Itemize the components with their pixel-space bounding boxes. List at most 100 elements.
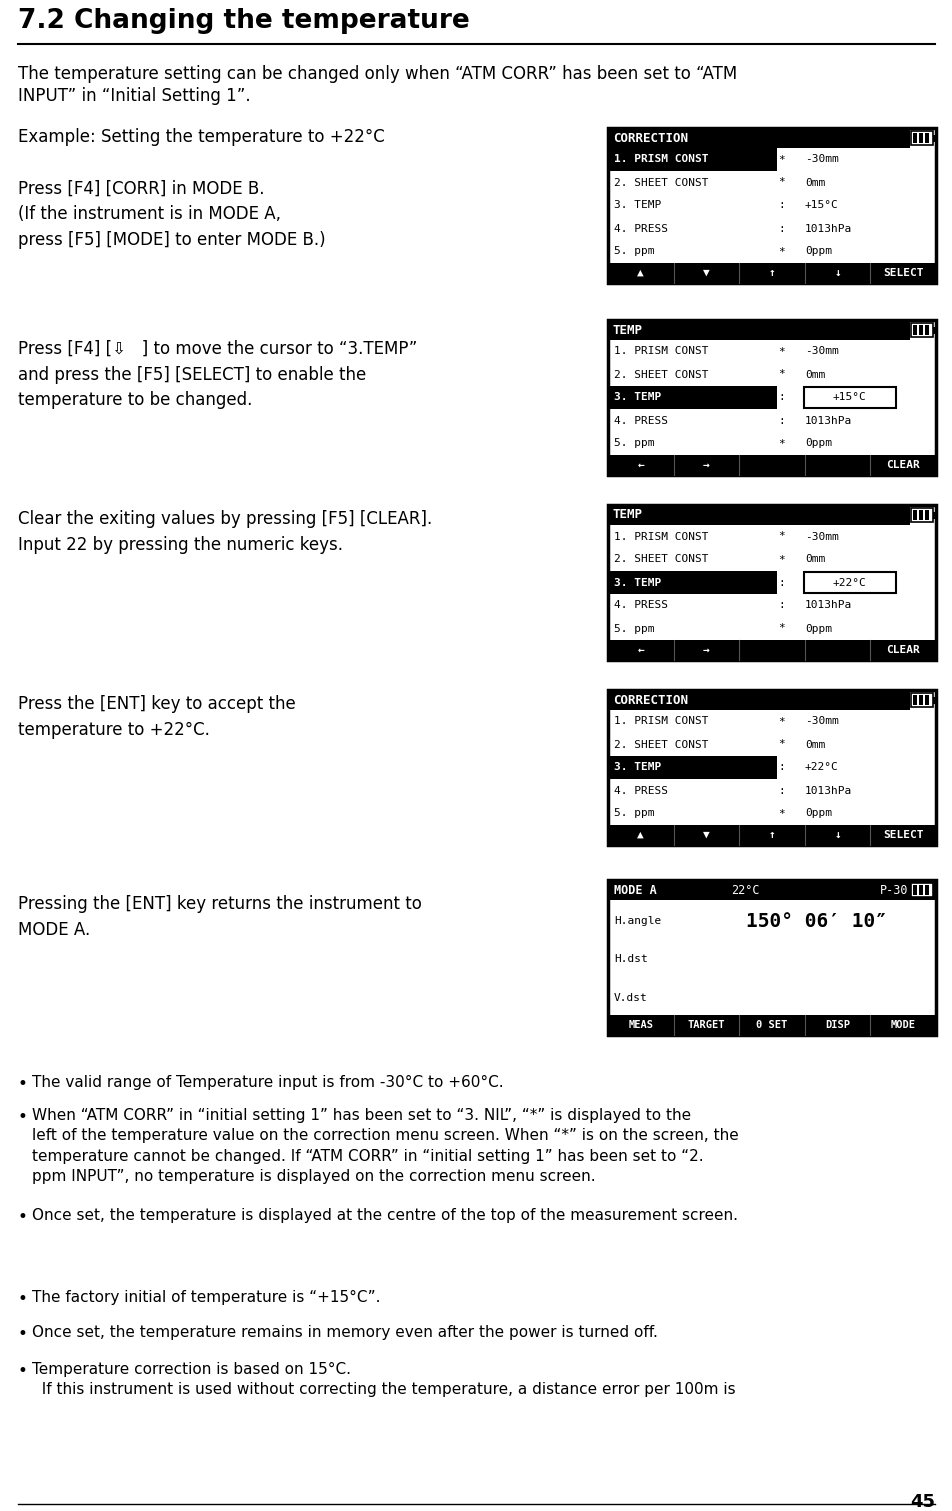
Bar (910, 131, 932, 145)
Bar (608, 148, 776, 171)
Bar (607, 455, 935, 474)
Text: :: : (778, 600, 784, 610)
Text: 0mm: 0mm (803, 555, 824, 565)
Text: 2. SHEET CONST: 2. SHEET CONST (613, 370, 707, 379)
Text: ←: ← (637, 459, 644, 470)
Text: 0ppm: 0ppm (803, 246, 831, 257)
Text: Example: Setting the temperature to +22°C

Press [F4] [CORR] in MODE B.
(If the : Example: Setting the temperature to +22°… (18, 128, 385, 249)
Bar (932, 887, 935, 893)
Text: 1. PRISM CONST: 1. PRISM CONST (613, 154, 707, 165)
Text: •: • (18, 1108, 28, 1126)
Text: 0ppm: 0ppm (803, 808, 831, 819)
Text: Temperature correction is based on 15°C.
  If this instrument is used without co: Temperature correction is based on 15°C.… (32, 1361, 735, 1398)
Bar (932, 134, 935, 142)
Text: 1013hPa: 1013hPa (803, 224, 851, 234)
Text: ↑: ↑ (768, 830, 775, 840)
Text: 1013hPa: 1013hPa (803, 786, 851, 795)
Text: →: → (703, 459, 709, 470)
Bar (918, 511, 922, 520)
Text: ←: ← (637, 645, 644, 654)
Text: :: : (778, 201, 784, 210)
Bar (912, 885, 917, 895)
Text: 5. ppm: 5. ppm (613, 624, 654, 633)
Text: 1. PRISM CONST: 1. PRISM CONST (613, 532, 707, 541)
Text: *: * (778, 808, 784, 819)
Text: ↑: ↑ (768, 267, 775, 278)
Text: *: * (778, 438, 784, 449)
Bar (607, 505, 909, 524)
Bar (923, 885, 928, 895)
Text: ↓: ↓ (833, 830, 840, 840)
Text: *: * (778, 346, 784, 357)
Text: 2. SHEET CONST: 2. SHEET CONST (613, 555, 707, 565)
Text: •: • (18, 1207, 28, 1225)
Bar (607, 320, 935, 474)
Text: SELECT: SELECT (882, 267, 922, 278)
Text: *: * (778, 532, 784, 541)
Text: -30mm: -30mm (803, 154, 838, 165)
Bar (912, 133, 917, 144)
Text: H.dst: H.dst (613, 955, 647, 964)
Bar (923, 695, 928, 706)
Text: 4. PRESS: 4. PRESS (613, 224, 667, 234)
Bar (607, 505, 935, 660)
Text: INPUT” in “Initial Setting 1”.: INPUT” in “Initial Setting 1”. (18, 88, 250, 104)
Bar (803, 387, 895, 408)
Text: Press [F4] [⇩   ] to move the cursor to “3.TEMP”
and press the [F5] [SELECT] to : Press [F4] [⇩ ] to move the cursor to “3… (18, 340, 417, 409)
Text: 0ppm: 0ppm (803, 438, 831, 449)
Text: +15°C: +15°C (803, 201, 838, 210)
Text: 5. ppm: 5. ppm (613, 246, 654, 257)
Text: 7.2 Changing the temperature: 7.2 Changing the temperature (18, 8, 469, 35)
Text: *: * (778, 370, 784, 379)
Bar (607, 641, 935, 660)
Bar (607, 320, 909, 340)
Text: *: * (778, 555, 784, 565)
Bar (910, 508, 932, 521)
Text: 45: 45 (909, 1493, 934, 1511)
Text: *: * (778, 246, 784, 257)
Bar (910, 882, 932, 898)
Bar (918, 325, 922, 335)
Bar (803, 573, 895, 592)
Bar (607, 879, 935, 901)
Text: CORRECTION: CORRECTION (612, 694, 687, 707)
Bar (918, 695, 922, 706)
Text: Once set, the temperature remains in memory even after the power is turned off.: Once set, the temperature remains in mem… (32, 1325, 657, 1340)
Text: •: • (18, 1361, 28, 1380)
Text: :: : (778, 416, 784, 426)
Bar (918, 885, 922, 895)
Text: 4. PRESS: 4. PRESS (613, 600, 667, 610)
Bar (607, 825, 935, 845)
Bar (910, 694, 932, 707)
Text: :: : (778, 224, 784, 234)
Text: 1. PRISM CONST: 1. PRISM CONST (613, 346, 707, 357)
Text: 3. TEMP: 3. TEMP (613, 577, 661, 588)
Text: 5. ppm: 5. ppm (613, 808, 654, 819)
Text: 1013hPa: 1013hPa (803, 600, 851, 610)
Text: 0 SET: 0 SET (756, 1020, 786, 1031)
Text: →: → (703, 645, 709, 654)
Bar (607, 691, 909, 710)
Text: +15°C: +15°C (832, 393, 865, 402)
Text: TEMP: TEMP (612, 323, 643, 337)
Text: ▼: ▼ (703, 267, 709, 278)
Text: *: * (778, 177, 784, 187)
Bar (912, 695, 917, 706)
Bar (918, 133, 922, 144)
Text: ▲: ▲ (637, 830, 644, 840)
Bar (607, 879, 935, 1035)
Bar (910, 323, 932, 337)
Text: 2. SHEET CONST: 2. SHEET CONST (613, 739, 707, 749)
Text: :: : (778, 786, 784, 795)
Text: +22°C: +22°C (803, 763, 838, 772)
Bar (912, 511, 917, 520)
Text: •: • (18, 1074, 28, 1092)
Text: *: * (778, 624, 784, 633)
Text: •: • (18, 1325, 28, 1343)
Text: 1. PRISM CONST: 1. PRISM CONST (613, 716, 707, 727)
Text: 5. ppm: 5. ppm (613, 438, 654, 449)
Text: 0mm: 0mm (803, 370, 824, 379)
Bar (923, 133, 928, 144)
Text: *: * (778, 716, 784, 727)
Text: +22°C: +22°C (832, 577, 865, 588)
